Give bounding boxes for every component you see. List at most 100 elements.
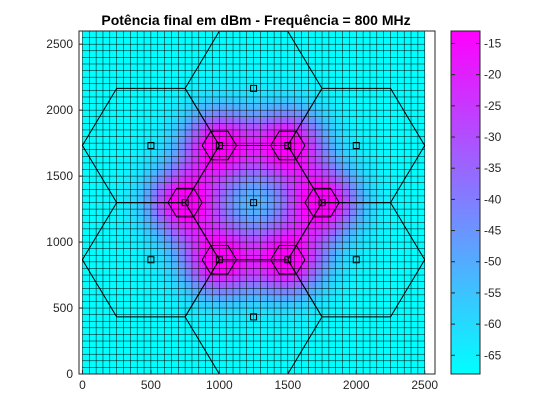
heatmap-cell <box>96 288 104 296</box>
heatmap-cell <box>342 314 350 322</box>
heatmap-cell <box>198 360 206 368</box>
heatmap-cell <box>178 143 186 151</box>
heatmap-cell <box>287 162 295 170</box>
heatmap-cell <box>246 182 254 190</box>
heatmap-cell <box>205 57 213 65</box>
heatmap-cell <box>116 268 124 276</box>
heatmap-cell <box>89 255 97 263</box>
heatmap-cell <box>253 123 261 131</box>
heatmap-cell <box>130 31 138 38</box>
heatmap-cell <box>417 189 426 197</box>
heatmap-cell <box>376 77 384 85</box>
heatmap-cell <box>130 123 138 131</box>
heatmap-cell <box>246 50 254 58</box>
heatmap-cell <box>267 96 275 104</box>
heatmap-cell <box>109 83 117 91</box>
heatmap-cell <box>82 215 90 223</box>
heatmap-cell <box>335 70 343 78</box>
heatmap-cell <box>383 44 391 52</box>
heatmap-cell <box>376 268 384 276</box>
heatmap-cell <box>315 129 323 137</box>
heatmap-cell <box>383 129 391 137</box>
heatmap-cell <box>390 248 398 256</box>
heatmap-cell <box>96 116 104 124</box>
heatmap-cell <box>109 288 117 296</box>
heatmap-cell <box>226 169 234 177</box>
heatmap-cell <box>411 129 419 137</box>
heatmap-cell <box>308 57 316 65</box>
heatmap-cell <box>335 215 343 223</box>
heatmap-cell <box>383 354 391 362</box>
heatmap-cell <box>219 50 227 58</box>
heatmap-cell <box>82 275 90 282</box>
heatmap-cell <box>123 195 131 203</box>
heatmap-cell <box>226 57 234 65</box>
heatmap-cell <box>335 242 343 249</box>
heatmap-cell <box>157 367 165 374</box>
heatmap-cell <box>376 261 384 269</box>
heatmap-cell <box>411 341 419 348</box>
heatmap-cell <box>280 50 289 58</box>
heatmap-cell <box>123 248 131 256</box>
heatmap-cell <box>198 235 206 243</box>
heatmap-cell <box>274 63 282 71</box>
heatmap-cell <box>322 63 330 71</box>
heatmap-cell <box>212 149 220 157</box>
heatmap-cell <box>226 294 234 302</box>
heatmap-cell <box>239 275 248 282</box>
heatmap-cell <box>342 63 350 71</box>
heatmap-cell <box>267 116 275 124</box>
heatmap-cell <box>191 103 200 111</box>
heatmap-cell <box>239 248 248 256</box>
heatmap-cell <box>301 242 309 249</box>
heatmap-cell <box>260 96 268 104</box>
heatmap-cell <box>356 176 364 184</box>
heatmap-cell <box>267 235 275 243</box>
heatmap-cell <box>369 195 378 203</box>
heatmap-cell <box>274 31 282 38</box>
heatmap-cell <box>150 354 159 362</box>
heatmap-cell <box>267 156 275 164</box>
heatmap-cell <box>342 360 350 368</box>
heatmap-cell <box>219 222 227 230</box>
heatmap-cell <box>411 70 419 78</box>
heatmap-cell <box>82 156 90 164</box>
heatmap-cell <box>157 327 165 335</box>
heatmap-cell <box>301 314 309 322</box>
heatmap-cell <box>171 261 179 269</box>
heatmap-cell <box>198 222 206 230</box>
heatmap-cell <box>260 123 268 131</box>
heatmap-cell <box>157 294 165 302</box>
heatmap-cell <box>191 50 200 58</box>
heatmap-cell <box>267 321 275 329</box>
heatmap-cell <box>123 255 131 263</box>
heatmap-cell <box>397 136 405 144</box>
heatmap-cell <box>274 341 282 348</box>
heatmap-cell <box>260 248 268 256</box>
heatmap-cell <box>116 248 124 256</box>
heatmap-cell <box>198 301 206 309</box>
heatmap-cell <box>411 255 419 263</box>
colorbar-tick-label: -45 <box>484 224 502 238</box>
heatmap-cell <box>191 202 200 210</box>
heatmap-cell <box>82 116 90 124</box>
heatmap-cell <box>253 143 261 151</box>
heatmap-cell <box>267 347 275 355</box>
heatmap-cell <box>137 57 145 65</box>
heatmap-cell <box>150 255 159 263</box>
heatmap-cell <box>191 341 200 348</box>
heatmap-cell <box>301 136 309 144</box>
heatmap-cell <box>157 281 165 289</box>
heatmap-cell <box>274 321 282 329</box>
heatmap-cell <box>349 116 357 124</box>
heatmap-cell <box>397 242 405 249</box>
heatmap-cell <box>260 116 268 124</box>
heatmap-cell <box>404 248 412 256</box>
heatmap-cell <box>246 354 254 362</box>
heatmap-cell <box>404 222 412 230</box>
heatmap-cell <box>397 189 405 197</box>
heatmap-cell <box>267 123 275 131</box>
heatmap-cell <box>137 275 145 282</box>
heatmap-cell <box>116 70 124 78</box>
heatmap-cell <box>383 90 391 98</box>
